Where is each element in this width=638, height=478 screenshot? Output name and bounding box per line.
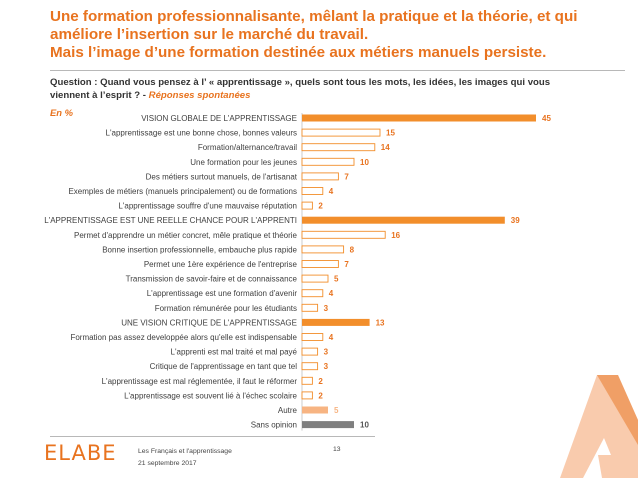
category-label-l-apprentissage-est-une-bonne-chose-bonn: L'apprentissage est une bonne chose, bon… xyxy=(106,129,297,138)
value-label-exemples-de-metiers-manuels-principaleme: 4 xyxy=(329,187,334,196)
category-label-critique-de-l-apprentissage-en-tant-que-: Critique de l'apprentissage en tant que … xyxy=(150,362,298,371)
bar-une-vision-critique-de-l-apprentissage xyxy=(302,318,370,326)
bar-sans-opinion xyxy=(302,421,354,429)
value-label-permet-une-1ere-experience-de-l-entrepri: 7 xyxy=(344,260,349,269)
bar-une-formation-pour-les-jeunes xyxy=(301,157,355,166)
value-label-formation-alternance-travail: 14 xyxy=(381,143,390,152)
title-line-1: Une formation professionnalisante, mêlan… xyxy=(50,8,578,25)
category-label-l-apprentissage-est-une-formation-d-aven: L'apprentissage est une formation d'aven… xyxy=(147,289,298,298)
value-label-l-apprentissage-est-souvent-lie-a-l-eche: 2 xyxy=(318,391,323,400)
category-label-autre: Autre xyxy=(278,406,298,415)
bar-formation-remuneree-pour-les-etudiants xyxy=(301,303,319,312)
category-label-l-apprentissage-est-mal-reglementee-il-f: L'apprentissage est mal réglementée, il … xyxy=(102,377,298,386)
value-label-autre: 5 xyxy=(334,406,339,415)
category-label-l-apprentissage-est-une-reelle-chance-po: L'APPRENTISSAGE EST UNE REELLE CHANCE PO… xyxy=(44,216,297,225)
bar-l-apprentissage-est-mal-reglementee-il-f xyxy=(301,376,313,385)
value-label-formation-remuneree-pour-les-etudiants: 3 xyxy=(324,304,329,313)
question-subtext: Réponses spontanées xyxy=(148,90,251,101)
bar-permet-une-1ere-experience-de-l-entrepri xyxy=(301,260,339,268)
bar-permet-d-apprendre-un-metier-concret-mel xyxy=(301,230,386,239)
category-label-transmission-de-savoir-faire-et-de-conna: Transmission de savoir-faire et de conna… xyxy=(126,275,298,284)
value-label-l-apprentissage-est-une-bonne-chose-bonn: 15 xyxy=(386,129,395,138)
category-label-exemples-de-metiers-manuels-principaleme: Exemples de métiers (manuels principalem… xyxy=(68,187,297,196)
category-label-sans-opinion: Sans opinion xyxy=(251,421,297,430)
value-label-bonne-insertion-professionnelle-embauche: 8 xyxy=(350,245,355,254)
value-label-formation-pas-assez-developpee-alors-qu-: 4 xyxy=(329,333,334,342)
value-label-une-vision-critique-de-l-apprentissage: 13 xyxy=(376,318,385,327)
category-label-vision-globale-de-l-apprentissage: VISION GLOBALE DE L'APPRENTISSAGE xyxy=(141,114,297,123)
bar-autre xyxy=(302,406,328,414)
bar-l-apprentissage-est-souvent-lie-a-l-eche xyxy=(301,391,313,400)
category-label-formation-pas-assez-developpee-alors-qu-: Formation pas assez developpée alors qu'… xyxy=(70,333,297,342)
footer-info: Les Français et l'apprentissage 21 septe… xyxy=(138,446,232,470)
value-label-l-apprentissage-souffre-d-une-mauvaise-r: 2 xyxy=(318,202,323,211)
value-label-l-apprentissage-est-une-formation-d-aven: 4 xyxy=(329,289,334,298)
footer-line-1: Les Français et l'apprentissage xyxy=(138,448,232,455)
value-label-transmission-de-savoir-faire-et-de-conna: 5 xyxy=(334,275,339,284)
bar-vision-globale-de-l-apprentissage xyxy=(302,114,536,122)
value-label-critique-de-l-apprentissage-en-tant-que-: 3 xyxy=(324,362,329,371)
question-text: Question : Quand vous pensez à l’ « appr… xyxy=(50,77,551,101)
category-label-formation-alternance-travail: Formation/alternance/travail xyxy=(198,143,297,152)
title-line-2: améliore l’insertion sur le marché du tr… xyxy=(50,26,369,43)
bar-exemples-de-metiers-manuels-principaleme xyxy=(301,187,324,195)
bar-formation-pas-assez-developpee-alors-qu- xyxy=(301,333,324,341)
value-label-l-apprenti-est-mal-traite-et-mal-paye: 3 xyxy=(324,348,329,357)
bar-l-apprentissage-est-une-formation-d-aven xyxy=(301,289,324,298)
category-label-bonne-insertion-professionnelle-embauche: Bonne insertion professionnelle, embauch… xyxy=(102,245,297,254)
category-label-l-apprentissage-souffre-d-une-mauvaise-r: L'apprentissage souffre d'une mauvaise r… xyxy=(118,202,297,211)
value-label-l-apprentissage-est-mal-reglementee-il-f: 2 xyxy=(318,377,323,386)
category-label-formation-remuneree-pour-les-etudiants: Formation rémunérée pour les étudiants xyxy=(155,304,297,313)
page-number: 13 xyxy=(333,446,341,453)
value-label-des-metiers-surtout-manuels-de-l-artisan: 7 xyxy=(344,172,349,181)
bar-l-apprenti-est-mal-traite-et-mal-paye xyxy=(301,347,319,356)
value-label-l-apprentissage-est-une-reelle-chance-po: 39 xyxy=(511,216,520,225)
header-divider xyxy=(50,70,625,71)
title-line-3: Mais l’image d’une formation destinée au… xyxy=(50,44,547,61)
category-label-des-metiers-surtout-manuels-de-l-artisan: Des métiers surtout manuels, de l'artisa… xyxy=(146,172,298,181)
bar-critique-de-l-apprentissage-en-tant-que- xyxy=(301,362,319,371)
category-label-permet-d-apprendre-un-metier-concret-mel: Permet d'apprendre un métier concret, mê… xyxy=(74,231,298,240)
elabe-logo: ELABE xyxy=(44,441,117,465)
footer-line-2: 21 septembre 2017 xyxy=(138,460,197,467)
question-block: Question : Quand vous pensez à l’ « appr… xyxy=(50,76,590,102)
page-title: Une formation professionnalisante, mêlan… xyxy=(50,8,590,62)
bar-l-apprentissage-est-une-bonne-chose-bonn xyxy=(301,128,381,137)
category-label-l-apprenti-est-mal-traite-et-mal-paye: L'apprenti est mal traité et mal payé xyxy=(171,348,298,357)
category-label-permet-une-1ere-experience-de-l-entrepri: Permet une 1ère expérience de l'entrepri… xyxy=(144,260,298,269)
category-label-l-apprentissage-est-souvent-lie-a-l-eche: L'apprentissage est souvent lié à l'éche… xyxy=(124,391,297,400)
bar-l-apprentissage-souffre-d-une-mauvaise-r xyxy=(301,201,313,210)
unit-label: En % xyxy=(50,107,73,118)
bar-formation-alternance-travail xyxy=(301,143,376,152)
bar-transmission-de-savoir-faire-et-de-conna xyxy=(301,274,329,283)
bar-bonne-insertion-professionnelle-embauche xyxy=(301,245,345,254)
category-label-une-vision-critique-de-l-apprentissage: UNE VISION CRITIQUE DE L'APPRENTISSAGE xyxy=(121,318,297,327)
bar-l-apprentissage-est-une-reelle-chance-po xyxy=(302,216,505,224)
footer-divider xyxy=(50,436,375,437)
value-label-une-formation-pour-les-jeunes: 10 xyxy=(360,158,369,167)
value-label-sans-opinion: 10 xyxy=(360,421,369,430)
value-label-vision-globale-de-l-apprentissage: 45 xyxy=(542,114,551,123)
bar-des-metiers-surtout-manuels-de-l-artisan xyxy=(301,172,339,181)
value-label-permet-d-apprendre-un-metier-concret-mel: 16 xyxy=(391,231,400,240)
category-label-une-formation-pour-les-jeunes: Une formation pour les jeunes xyxy=(190,158,297,167)
